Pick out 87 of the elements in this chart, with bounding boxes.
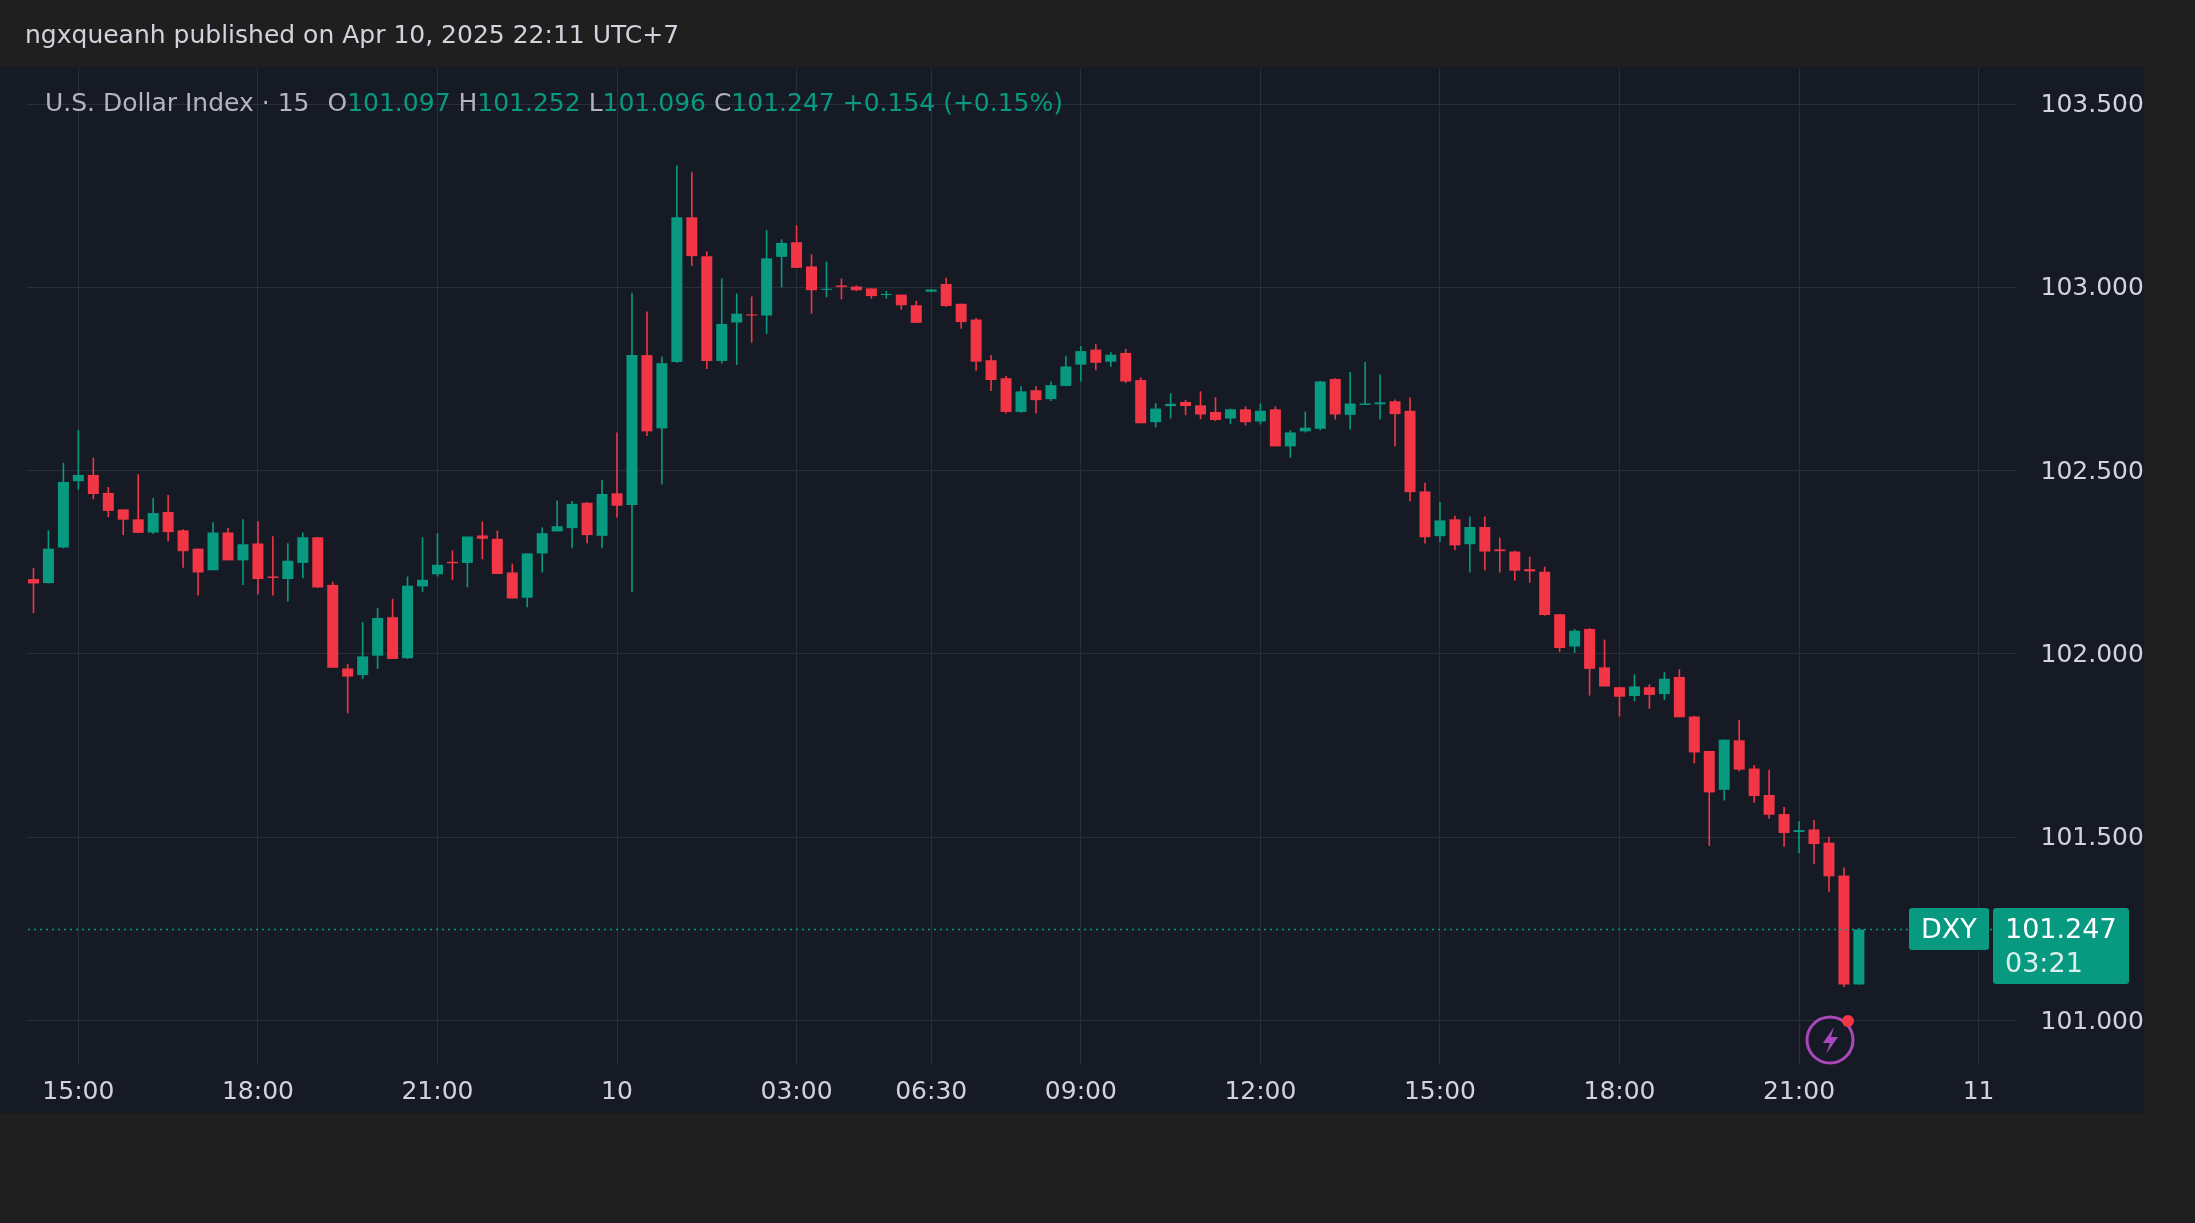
x-tick-label: 21:00 xyxy=(401,1075,474,1105)
candlestick xyxy=(132,473,144,534)
candlestick xyxy=(102,486,114,518)
candlestick xyxy=(1658,671,1670,701)
candlestick xyxy=(1254,402,1266,426)
candlestick xyxy=(1344,371,1356,431)
candlestick xyxy=(910,300,922,324)
candlestick xyxy=(940,276,952,308)
candlestick xyxy=(1599,638,1611,688)
y-tick-label: 102.000 xyxy=(2040,638,2144,668)
candlestick xyxy=(806,253,818,315)
candlestick xyxy=(1464,515,1476,574)
candlestick xyxy=(147,497,159,535)
candlestick xyxy=(1569,628,1581,654)
candlestick xyxy=(162,494,174,543)
candlestick xyxy=(1524,555,1536,584)
candlestick xyxy=(611,431,623,519)
text: ngxqueanh published on Apr 10, 2025 22:11 UTC+7 xyxy=(25,20,680,49)
x-tick-label: 18:00 xyxy=(221,1075,294,1105)
candlestick xyxy=(955,302,967,330)
x-tick-label: 21:00 xyxy=(1763,1075,1836,1105)
annotation: DXY xyxy=(1909,908,1989,951)
candlestick xyxy=(192,547,204,597)
candlestick xyxy=(1060,355,1072,387)
candlestick xyxy=(731,292,743,366)
candlestick xyxy=(1195,390,1207,421)
x-tick-label: 03:00 xyxy=(760,1075,833,1105)
y-tick-label: 102.500 xyxy=(2040,455,2144,485)
candlestick xyxy=(1614,686,1625,718)
candlestick xyxy=(237,518,249,586)
candlestick xyxy=(1239,405,1251,427)
candlestick xyxy=(357,621,369,680)
candlestick xyxy=(1075,345,1087,383)
y-tick-label: 103.000 xyxy=(2040,272,2144,302)
candlestick xyxy=(342,663,354,715)
candlestick xyxy=(1210,396,1222,422)
candlestick xyxy=(820,260,832,298)
candlestick xyxy=(1015,385,1027,414)
x-tick-label: 06:30 xyxy=(895,1075,968,1105)
x-tick-label: 18:00 xyxy=(1583,1075,1656,1105)
candlestick xyxy=(72,429,84,491)
y-tick-label: 101.000 xyxy=(2040,1005,2144,1035)
candlestick xyxy=(985,354,997,392)
candlestick xyxy=(1434,501,1446,543)
candlestick xyxy=(1808,819,1820,866)
y-tick-label: 101.500 xyxy=(2040,822,2144,852)
candlestick xyxy=(551,499,563,533)
candlestick xyxy=(835,277,847,301)
candlestick xyxy=(1165,392,1177,420)
text: U.S. Dollar Index · 15 xyxy=(45,88,310,117)
candlestick xyxy=(1090,343,1102,371)
annotation: 03:21 xyxy=(2005,946,2084,981)
candlestick xyxy=(177,528,189,569)
candlestick xyxy=(776,238,788,289)
candlestick xyxy=(282,542,294,603)
candlestick xyxy=(1494,536,1506,574)
candlestick xyxy=(1763,768,1775,820)
candlestick xyxy=(417,536,428,593)
candlestick xyxy=(1150,402,1162,429)
candlestick xyxy=(431,532,443,578)
x-tick-label: 10 xyxy=(601,1075,633,1105)
candlestick xyxy=(1284,429,1296,459)
candlestick xyxy=(746,295,758,344)
y-tick-label: 103.500 xyxy=(2040,89,2144,119)
candlestick xyxy=(1643,683,1655,710)
candlestick xyxy=(1045,380,1057,402)
x-tick-label: 15:00 xyxy=(42,1075,115,1105)
candlestick xyxy=(1359,361,1371,406)
candlestick xyxy=(536,526,548,574)
candlestick xyxy=(1374,373,1386,421)
candlestick xyxy=(1030,385,1042,415)
text: O101.097 H101.252 L101.096 C101.247 +0.154 (+0.15%) xyxy=(327,88,1064,117)
x-tick-label: 11 xyxy=(1962,1075,1995,1105)
ref-line-label: 101.247 xyxy=(2005,912,2117,947)
candlestick xyxy=(1389,398,1401,448)
candlestick xyxy=(1509,550,1521,582)
candlestick xyxy=(1793,820,1805,855)
x-tick-label: 15:00 xyxy=(1403,1075,1476,1105)
x-tick-label: 09:00 xyxy=(1044,1075,1117,1105)
candlestick xyxy=(267,535,279,597)
candlestick xyxy=(87,456,99,500)
candlestick xyxy=(27,567,39,614)
candlestick xyxy=(476,520,488,561)
candlestick xyxy=(117,508,129,536)
x-tick-label: 12:00 xyxy=(1224,1075,1297,1105)
candlestick xyxy=(1778,806,1790,848)
candlestick xyxy=(1628,673,1640,702)
